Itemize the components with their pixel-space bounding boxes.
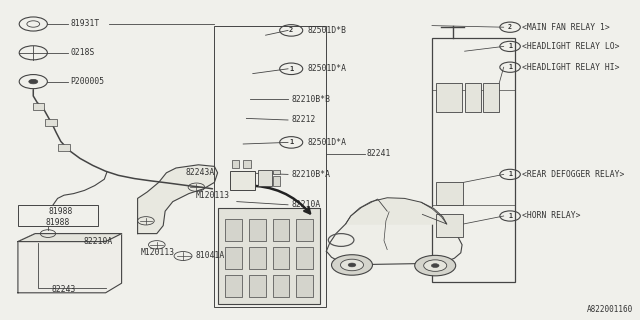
Text: 82501D*A: 82501D*A xyxy=(307,64,346,73)
Text: 82212: 82212 xyxy=(291,116,316,124)
Bar xyxy=(483,83,499,112)
Circle shape xyxy=(340,259,364,271)
Text: 81988: 81988 xyxy=(49,207,73,216)
Circle shape xyxy=(348,263,356,267)
Polygon shape xyxy=(138,165,218,234)
Bar xyxy=(58,144,70,151)
Text: <REAR DEFOGGER RELAY>: <REAR DEFOGGER RELAY> xyxy=(522,170,624,179)
Text: 82241: 82241 xyxy=(366,149,390,158)
Text: 82210B*A: 82210B*A xyxy=(291,170,330,179)
Text: P200005: P200005 xyxy=(70,77,104,86)
Circle shape xyxy=(332,255,372,275)
Bar xyxy=(232,160,239,168)
Bar xyxy=(249,275,266,297)
Bar xyxy=(249,219,266,241)
Text: M120113: M120113 xyxy=(195,191,229,200)
Bar xyxy=(258,170,272,186)
Text: 1: 1 xyxy=(289,66,293,72)
Polygon shape xyxy=(326,211,462,265)
Text: 1: 1 xyxy=(289,140,293,145)
Polygon shape xyxy=(18,234,122,242)
Bar xyxy=(273,275,289,297)
Bar xyxy=(243,160,251,168)
Bar xyxy=(18,205,98,226)
Circle shape xyxy=(424,260,447,271)
Text: 1: 1 xyxy=(508,213,512,219)
Bar xyxy=(436,214,463,237)
Text: M120113: M120113 xyxy=(141,248,175,257)
Bar xyxy=(296,219,313,241)
Text: <MAIN FAN RELAY 1>: <MAIN FAN RELAY 1> xyxy=(522,23,609,32)
Polygon shape xyxy=(346,198,447,224)
Bar xyxy=(214,26,326,307)
Bar xyxy=(225,219,242,241)
Text: 82210A: 82210A xyxy=(291,200,321,209)
Text: 82243A: 82243A xyxy=(186,168,215,177)
Circle shape xyxy=(431,264,439,268)
Bar xyxy=(218,208,320,304)
Bar xyxy=(436,182,463,205)
Bar xyxy=(296,247,313,269)
Bar xyxy=(465,83,481,112)
Text: 2: 2 xyxy=(289,28,293,33)
Bar xyxy=(436,83,462,112)
Text: 0218S: 0218S xyxy=(70,48,95,57)
Polygon shape xyxy=(18,234,122,293)
Text: <HEADLIGHT RELAY LO>: <HEADLIGHT RELAY LO> xyxy=(522,42,619,51)
Circle shape xyxy=(29,79,38,84)
Bar xyxy=(273,247,289,269)
Bar xyxy=(230,171,255,190)
Text: 82210B*B: 82210B*B xyxy=(291,95,330,104)
Bar xyxy=(273,176,280,186)
Text: A822001160: A822001160 xyxy=(588,305,634,314)
Bar xyxy=(296,275,313,297)
Text: 1: 1 xyxy=(508,64,512,70)
Text: 82210A: 82210A xyxy=(83,237,113,246)
Text: 1: 1 xyxy=(508,44,512,49)
Bar xyxy=(225,247,242,269)
Bar xyxy=(432,38,515,282)
Bar xyxy=(249,247,266,269)
Text: 81931T: 81931T xyxy=(70,20,100,28)
Bar xyxy=(225,275,242,297)
Text: 81041A: 81041A xyxy=(195,252,225,260)
Text: 2: 2 xyxy=(508,24,512,30)
Bar xyxy=(33,103,44,110)
Text: 1: 1 xyxy=(508,172,512,177)
Bar xyxy=(273,170,280,174)
Text: <HEADLIGHT RELAY HI>: <HEADLIGHT RELAY HI> xyxy=(522,63,619,72)
Bar xyxy=(45,119,57,126)
Circle shape xyxy=(415,255,456,276)
Text: <HORN RELAY>: <HORN RELAY> xyxy=(522,212,580,220)
Text: 82501D*B: 82501D*B xyxy=(307,26,346,35)
Text: 82243: 82243 xyxy=(52,285,76,294)
Bar xyxy=(273,219,289,241)
Text: 82501D*A: 82501D*A xyxy=(307,138,346,147)
Text: 81988: 81988 xyxy=(45,218,70,227)
